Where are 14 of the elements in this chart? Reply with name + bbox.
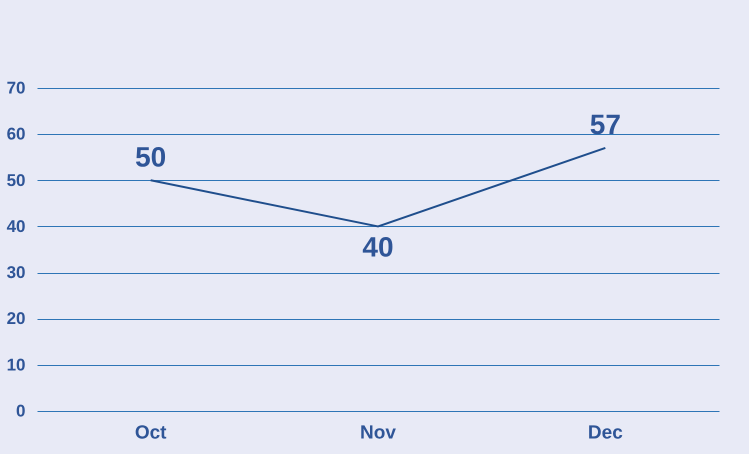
data-label: 40: [362, 231, 394, 262]
y-tick-label: 0: [16, 402, 26, 420]
y-tick-label: 50: [6, 170, 26, 190]
data-label: 57: [590, 108, 621, 140]
data-label: 50: [135, 141, 166, 172]
x-tick-label: Nov: [360, 422, 396, 444]
y-tick-label: 30: [6, 263, 26, 282]
y-tick-label: 40: [6, 216, 26, 236]
y-tick-label: 20: [6, 309, 26, 328]
x-tick-label: Oct: [134, 422, 168, 444]
y-tick-label: 10: [6, 355, 26, 374]
x-tick-label: Dec: [588, 422, 624, 444]
y-tick-label: 70: [6, 78, 26, 98]
y-tick-label: 60: [6, 124, 26, 144]
